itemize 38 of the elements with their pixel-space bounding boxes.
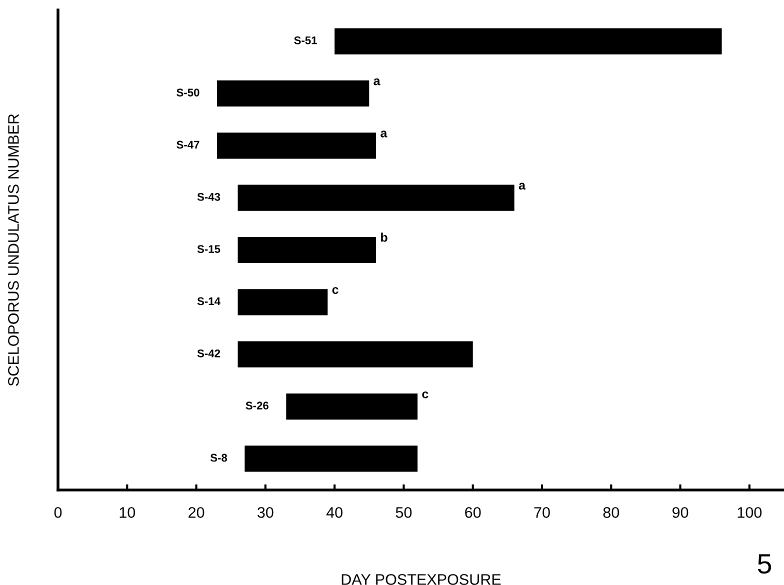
- x-tick-label: 30: [258, 507, 274, 518]
- x-tick-label: 20: [188, 507, 204, 518]
- y-tick-label: S-50: [176, 88, 200, 96]
- annotation: a: [518, 182, 526, 190]
- bar: [244, 446, 418, 472]
- annotation: c: [422, 391, 428, 398]
- x-tick-label: 0: [54, 507, 62, 518]
- bar: [238, 184, 514, 211]
- bar: [334, 28, 722, 54]
- y-tick-label: S-42: [197, 349, 220, 358]
- x-tick-label: 100: [738, 507, 762, 518]
- text: 5: [758, 554, 772, 574]
- annotation: c: [332, 287, 338, 294]
- bar: [238, 236, 376, 264]
- x-tick-label: 10: [120, 507, 136, 518]
- annotation: a: [374, 78, 380, 86]
- bar: [217, 80, 370, 107]
- x-tick-label: 70: [534, 507, 550, 518]
- y-tick-label: S-26: [246, 402, 268, 410]
- bar: [286, 393, 418, 420]
- x-tick-label: 40: [326, 507, 342, 518]
- x-tick-label: 50: [396, 507, 412, 518]
- y-tick-label: S-8: [210, 454, 228, 462]
- y-tick-label: S-15: [197, 245, 220, 253]
- x-axis-title: DAY POSTEXPOSURE: [342, 574, 501, 585]
- y-tick-label: S-43: [197, 192, 220, 201]
- y-tick-label: S-47: [176, 140, 200, 149]
- y-tick-label: S-51: [294, 36, 317, 44]
- bar: [217, 132, 376, 159]
- x-tick-label: 80: [603, 507, 620, 518]
- annotation: a: [380, 130, 388, 138]
- bar: [238, 289, 328, 316]
- annotation: b: [381, 232, 388, 242]
- x-tick-label: 90: [672, 507, 688, 518]
- bar: [238, 341, 473, 368]
- x-tick-label: 60: [465, 507, 481, 518]
- y-tick-label: S-14: [197, 297, 220, 306]
- y-axis-title: SCELOPORUS UNDULATUS NUMBER: [8, 114, 19, 386]
